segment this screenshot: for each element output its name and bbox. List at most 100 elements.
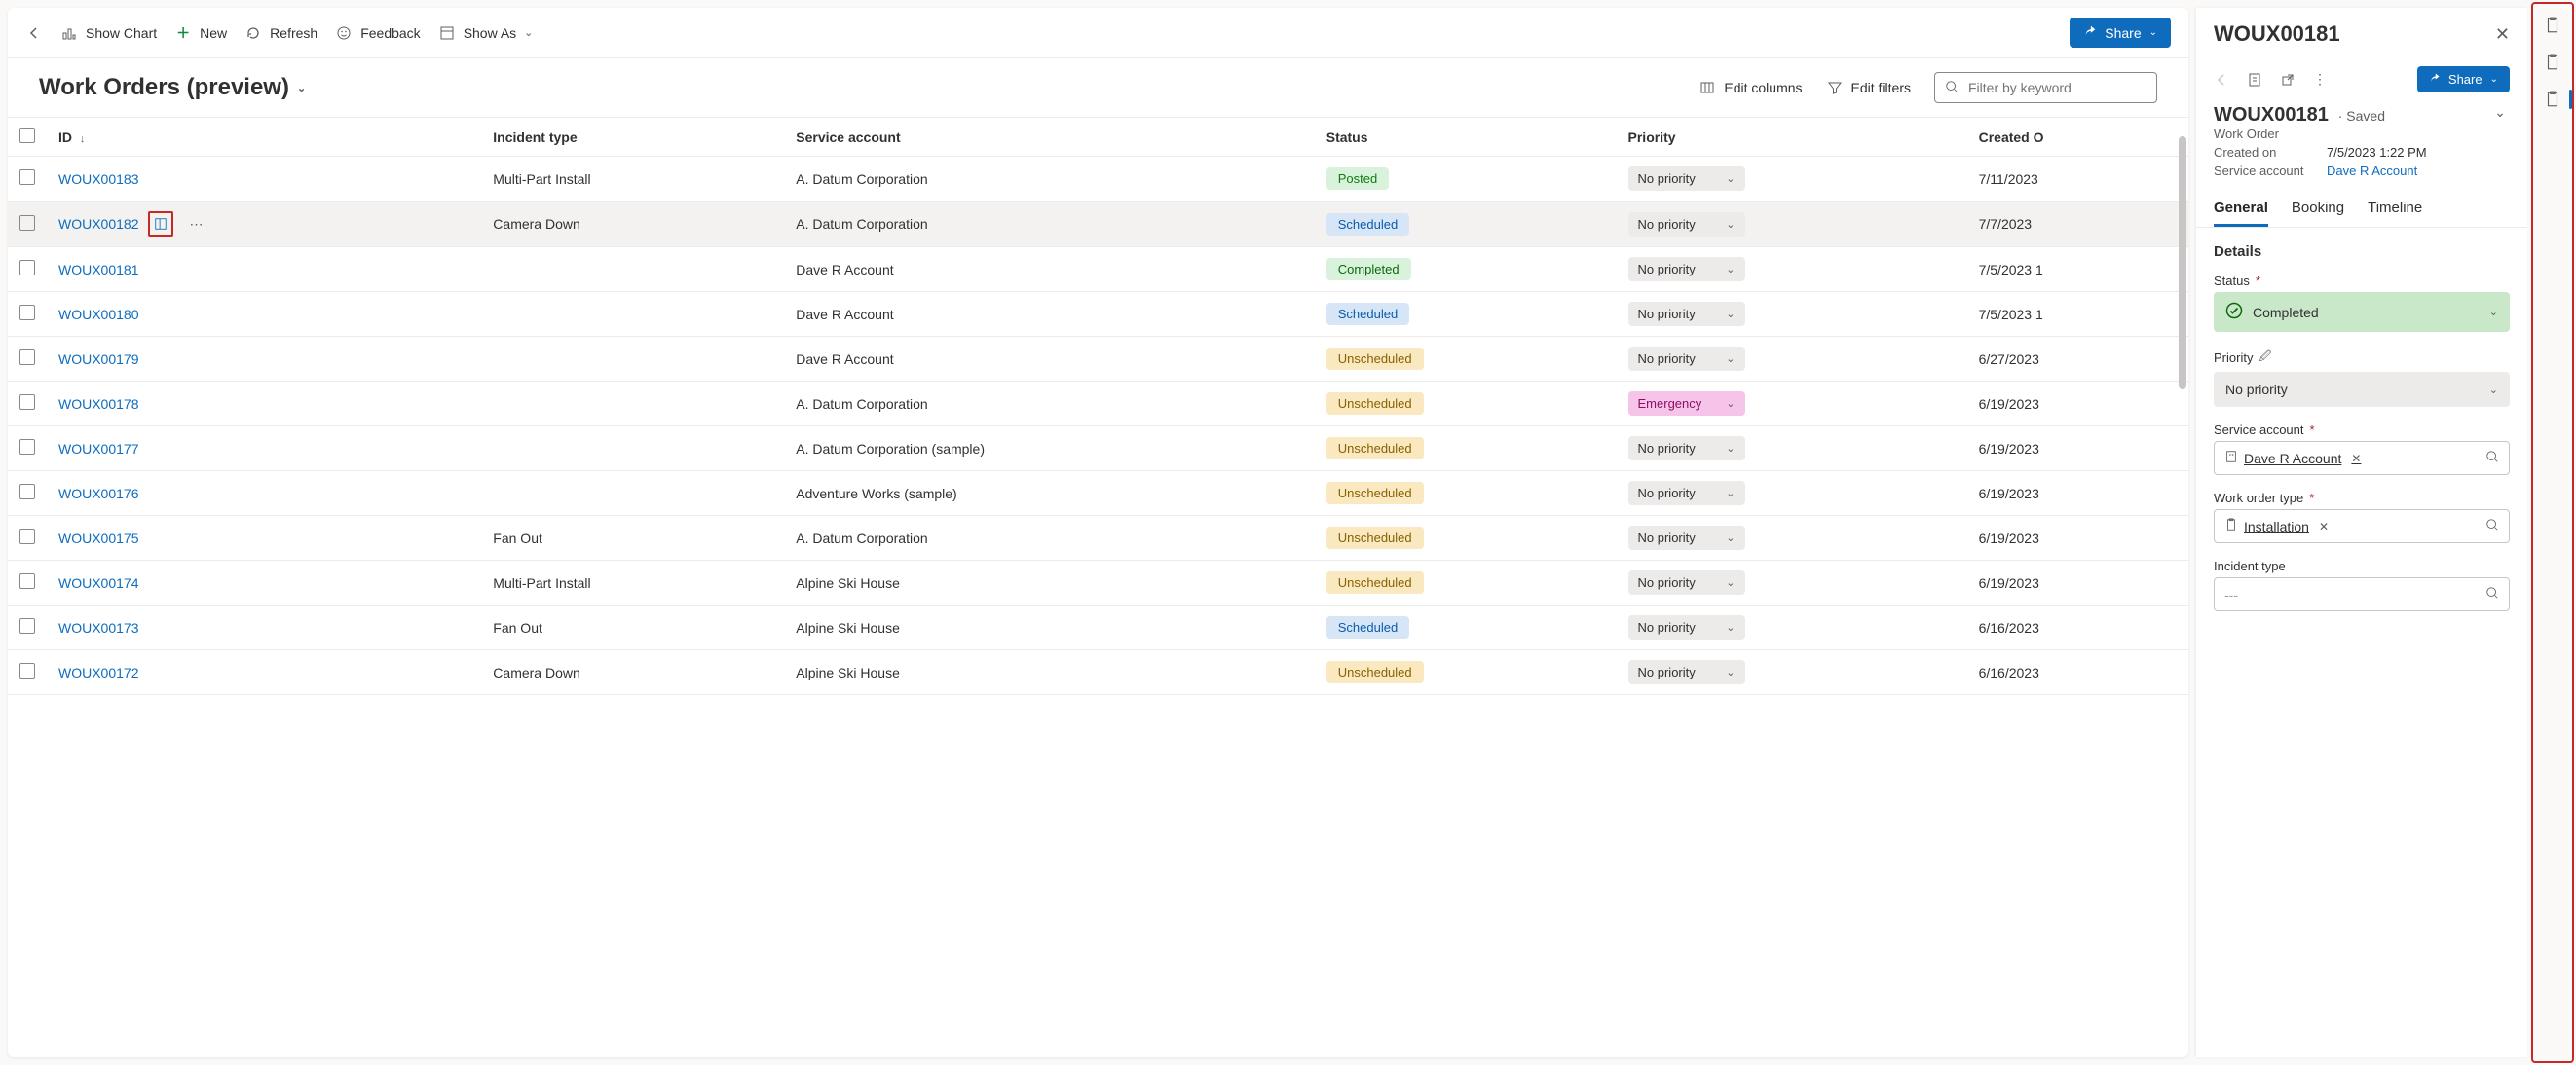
header-expand-button[interactable]: ⌄ [2494, 104, 2510, 121]
table-row[interactable]: WOUX00176Adventure Works (sample)Unsched… [8, 471, 2188, 516]
priority-dropdown[interactable]: No priority⌄ [1628, 212, 1745, 237]
row-select[interactable] [8, 516, 47, 561]
tab-booking[interactable]: Booking [2292, 192, 2344, 227]
priority-dropdown[interactable]: No priority⌄ [1628, 570, 1745, 595]
lookup-search-icon[interactable] [2485, 450, 2499, 466]
priority-field[interactable]: No priority ⌄ [2214, 372, 2510, 407]
id-link[interactable]: WOUX00175 [58, 531, 138, 546]
open-side-panel-button[interactable] [148, 211, 173, 237]
priority-dropdown[interactable]: No priority⌄ [1628, 526, 1745, 550]
table-row[interactable]: WOUX00179Dave R AccountUnscheduledNo pri… [8, 337, 2188, 382]
service-account-link[interactable]: Dave R Account [2327, 164, 2417, 178]
table-row[interactable]: WOUX00182⋯Camera DownA. Datum Corporatio… [8, 202, 2188, 247]
row-select[interactable] [8, 471, 47, 516]
id-link[interactable]: WOUX00182 [58, 216, 138, 232]
panel-more-button[interactable]: ⋮ [2313, 71, 2327, 88]
col-id[interactable]: ID ↓ [47, 118, 481, 157]
id-link[interactable]: WOUX00172 [58, 665, 138, 680]
col-incident[interactable]: Incident type [481, 118, 784, 157]
rail-item-2[interactable] [2541, 51, 2564, 74]
id-link[interactable]: WOUX00181 [58, 262, 138, 277]
row-select[interactable] [8, 650, 47, 695]
id-link[interactable]: WOUX00179 [58, 351, 138, 367]
tab-general[interactable]: General [2214, 192, 2268, 227]
table-row[interactable]: WOUX00183Multi-Part InstallA. Datum Corp… [8, 157, 2188, 202]
wotype-chip[interactable]: Installation [2244, 519, 2309, 534]
open-record-button[interactable] [2247, 72, 2262, 88]
priority-dropdown[interactable]: No priority⌄ [1628, 660, 1745, 684]
panel-back-button[interactable] [2214, 72, 2229, 88]
col-priority[interactable]: Priority [1617, 118, 1967, 157]
id-link[interactable]: WOUX00177 [58, 441, 138, 457]
refresh-button[interactable]: Refresh [244, 24, 317, 42]
id-link[interactable]: WOUX00183 [58, 171, 138, 187]
service-account-chip[interactable]: Dave R Account [2244, 451, 2341, 466]
table-row[interactable]: WOUX00172Camera DownAlpine Ski HouseUnsc… [8, 650, 2188, 695]
row-select[interactable] [8, 606, 47, 650]
col-created[interactable]: Created O [1967, 118, 2188, 157]
wotype-lookup[interactable]: Installation ✕ [2214, 509, 2510, 543]
panel-share-button[interactable]: Share ⌄ [2417, 66, 2510, 92]
remove-chip-button[interactable]: ✕ [2315, 520, 2329, 533]
show-as-button[interactable]: Show As ⌄ [438, 24, 534, 42]
row-select[interactable] [8, 247, 47, 292]
share-button[interactable]: Share ⌄ [2070, 18, 2171, 48]
priority-dropdown[interactable]: No priority⌄ [1628, 257, 1745, 281]
edit-columns-button[interactable]: Edit columns [1699, 79, 1802, 96]
row-select[interactable] [8, 382, 47, 426]
lookup-search-icon[interactable] [2485, 518, 2499, 534]
popout-button[interactable] [2280, 72, 2296, 88]
edit-filters-button[interactable]: Edit filters [1826, 79, 1911, 96]
grid-scrollbar[interactable] [2177, 136, 2186, 1065]
close-panel-button[interactable]: ✕ [2495, 24, 2510, 45]
id-link[interactable]: WOUX00176 [58, 486, 138, 501]
id-link[interactable]: WOUX00180 [58, 307, 138, 322]
table-row[interactable]: WOUX00178A. Datum CorporationUnscheduled… [8, 382, 2188, 426]
row-more-button[interactable]: ⋯ [183, 216, 208, 233]
col-status[interactable]: Status [1315, 118, 1617, 157]
table-row[interactable]: WOUX00180Dave R AccountScheduledNo prior… [8, 292, 2188, 337]
table-row[interactable]: WOUX00177A. Datum Corporation (sample)Un… [8, 426, 2188, 471]
remove-chip-button[interactable]: ✕ [2347, 452, 2361, 465]
rail-item-3[interactable] [2541, 88, 2564, 111]
tab-timeline[interactable]: Timeline [2368, 192, 2422, 227]
service-account-lookup[interactable]: Dave R Account ✕ [2214, 441, 2510, 475]
cell-created: 7/5/2023 1 [1967, 247, 2188, 292]
select-all-header[interactable] [8, 118, 47, 157]
id-link[interactable]: WOUX00173 [58, 620, 138, 636]
priority-dropdown[interactable]: No priority⌄ [1628, 615, 1745, 640]
view-picker[interactable]: Work Orders (preview) ⌄ [39, 74, 306, 101]
col-account[interactable]: Service account [784, 118, 1314, 157]
row-select[interactable] [8, 337, 47, 382]
feedback-button[interactable]: Feedback [335, 24, 420, 42]
chevron-down-icon: ⌄ [1726, 442, 1735, 455]
keyword-filter[interactable] [1934, 72, 2157, 103]
table-row[interactable]: WOUX00173Fan OutAlpine Ski HouseSchedule… [8, 606, 2188, 650]
row-select[interactable] [8, 292, 47, 337]
rail-item-1[interactable] [2541, 14, 2564, 37]
table-row[interactable]: WOUX00175Fan OutA. Datum CorporationUnsc… [8, 516, 2188, 561]
row-select[interactable] [8, 157, 47, 202]
row-select[interactable] [8, 202, 47, 247]
show-chart-button[interactable]: Show Chart [60, 24, 157, 42]
table-row[interactable]: WOUX00174Multi-Part InstallAlpine Ski Ho… [8, 561, 2188, 606]
priority-dropdown[interactable]: No priority⌄ [1628, 481, 1745, 505]
keyword-filter-input[interactable] [1966, 79, 2147, 96]
lookup-search-icon[interactable] [2485, 586, 2499, 603]
required-marker: * [2309, 491, 2314, 505]
back-button[interactable] [25, 24, 43, 42]
row-select[interactable] [8, 426, 47, 471]
row-select[interactable] [8, 561, 47, 606]
priority-dropdown[interactable]: No priority⌄ [1628, 347, 1745, 371]
priority-dropdown[interactable]: No priority⌄ [1628, 436, 1745, 460]
cell-priority: No priority⌄ [1617, 247, 1967, 292]
priority-dropdown[interactable]: No priority⌄ [1628, 302, 1745, 326]
id-link[interactable]: WOUX00174 [58, 575, 138, 591]
new-button[interactable]: ＋ New [174, 24, 227, 42]
id-link[interactable]: WOUX00178 [58, 396, 138, 412]
priority-dropdown[interactable]: Emergency⌄ [1628, 391, 1745, 416]
table-row[interactable]: WOUX00181Dave R AccountCompletedNo prior… [8, 247, 2188, 292]
status-field[interactable]: Completed ⌄ [2214, 292, 2510, 332]
incident-lookup[interactable]: --- [2214, 577, 2510, 611]
priority-dropdown[interactable]: No priority⌄ [1628, 166, 1745, 191]
